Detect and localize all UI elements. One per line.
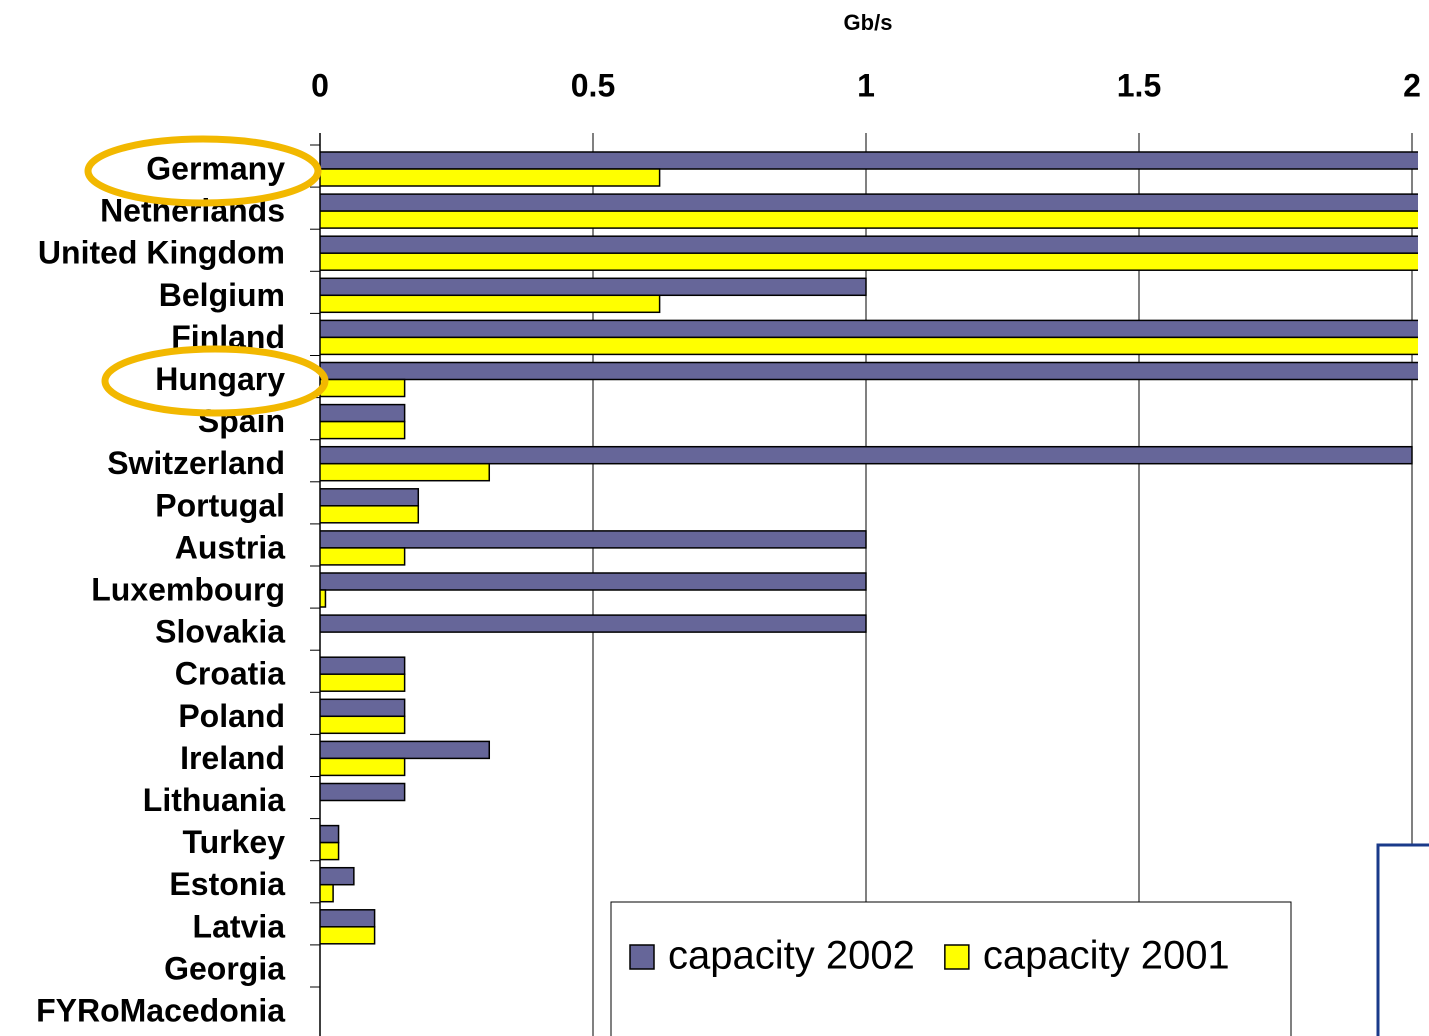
x-tick-label: 0: [311, 67, 329, 103]
bar: [320, 698, 406, 718]
category-label: FYRoMacedonia: [36, 992, 285, 1028]
category-label: United Kingdom: [38, 235, 285, 271]
category-label: Lithuania: [143, 782, 285, 818]
category-label: Ireland: [180, 740, 285, 776]
bar: [320, 656, 406, 675]
category-label: Belgium: [159, 277, 285, 313]
legend-swatch: [629, 944, 655, 970]
bar: [320, 824, 340, 844]
legend-entries: capacity 2002 capacity 2001: [629, 934, 1230, 978]
category-label: Hungary: [155, 361, 285, 397]
bar: [320, 572, 867, 591]
category-label: Turkey: [182, 824, 285, 860]
legend-label: capacity 2001: [983, 934, 1230, 978]
bar: [320, 378, 406, 398]
bar: [320, 505, 420, 524]
bar: [320, 757, 406, 777]
highlight-ellipse: [101, 345, 329, 417]
bar: [320, 841, 340, 861]
x-tick-label: 1: [857, 67, 875, 103]
category-label: Poland: [178, 698, 285, 734]
bar: [320, 530, 867, 549]
bar: [320, 151, 1418, 170]
legend-label: capacity 2002: [668, 934, 915, 978]
bar: [320, 336, 1418, 356]
bar: [320, 277, 867, 297]
x-tick-label: 0.5: [571, 67, 615, 103]
bar: [320, 361, 1418, 381]
bar: [320, 462, 491, 482]
bar: [320, 715, 406, 735]
x-tick-label: 2: [1403, 67, 1421, 103]
bar: [320, 252, 1418, 271]
category-label: Austria: [175, 529, 285, 565]
bar: [320, 740, 491, 760]
category-label: Estonia: [169, 866, 285, 902]
bar: [320, 883, 334, 903]
bar: [320, 294, 661, 314]
axis-title: Gb/s: [844, 10, 893, 35]
bar: [320, 673, 406, 692]
bar: [320, 926, 376, 945]
x-tick-label: 1.5: [1117, 67, 1161, 103]
category-label: Germany: [146, 150, 285, 186]
bar: [320, 445, 1413, 465]
bar: [320, 319, 1418, 339]
bar: [320, 235, 1418, 254]
bar: [320, 909, 376, 928]
bar: [320, 866, 355, 886]
legend-swatch: [944, 944, 970, 970]
category-label: Luxembourg: [91, 571, 285, 607]
category-label: Latvia: [193, 908, 286, 944]
bar: [320, 488, 420, 507]
category-label: Georgia: [164, 950, 285, 986]
bars: [320, 151, 1418, 945]
logo: [1376, 843, 1429, 1036]
bar: [320, 782, 406, 802]
bar: [320, 614, 867, 633]
bar: [320, 420, 406, 440]
bar: [320, 403, 406, 423]
bar: [320, 168, 661, 187]
category-label: Croatia: [175, 656, 285, 692]
bar: [320, 589, 327, 608]
category-label: Switzerland: [107, 445, 285, 481]
bar: [320, 193, 1418, 212]
bar: [320, 210, 1418, 229]
bar: [320, 547, 406, 566]
highlight-ellipse: [84, 135, 322, 207]
category-label: Portugal: [155, 487, 285, 523]
category-label: Slovakia: [155, 614, 285, 650]
